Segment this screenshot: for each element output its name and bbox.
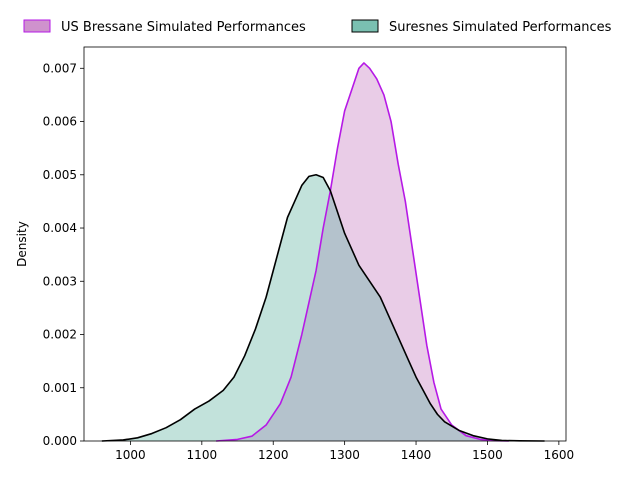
y-tick-label: 0.000: [43, 434, 77, 448]
x-tick-label: 1400: [401, 448, 432, 462]
line-us-bressane-simulated-performances: [216, 62, 509, 442]
legend-swatch-us-bressane: [23, 19, 51, 33]
y-tick-label: 0.004: [43, 221, 77, 235]
x-tick-label: 1200: [258, 448, 289, 462]
line-suresnes-simulated-performances: [101, 173, 545, 442]
y-tick-label: 0.007: [43, 61, 77, 75]
x-tick-label: 1600: [544, 448, 575, 462]
area-suresnes-simulated-performances: [101, 174, 545, 441]
y-tick-label: 0.006: [43, 115, 77, 129]
plot-frame: [83, 46, 567, 442]
x-tick-label: 1000: [115, 448, 146, 462]
y-tick-label: 0.003: [43, 274, 77, 288]
y-tick-label: 0.002: [43, 328, 77, 342]
x-tick-label: 1300: [329, 448, 360, 462]
legend-label-us-bressane: US Bressane Simulated Performances: [61, 20, 306, 35]
y-axis-title: Density: [15, 221, 29, 267]
y-tick-label: 0.001: [43, 381, 77, 395]
axes: 1000 1100 1200 1300 1400 1500 1600 0.000 0.001 0.…: [43, 46, 575, 462]
plot-area: [101, 62, 545, 442]
x-tick-label: 1100: [187, 448, 218, 462]
legend: US Bressane Simulated Performances Sures…: [23, 19, 612, 35]
y-tick-label: 0.005: [43, 168, 77, 182]
legend-label-suresnes: Suresnes Simulated Performances: [389, 20, 612, 35]
legend-swatch-suresnes: [351, 19, 379, 33]
area-us-bressane-simulated-performances: [216, 62, 509, 441]
x-tick-label: 1500: [472, 448, 503, 462]
